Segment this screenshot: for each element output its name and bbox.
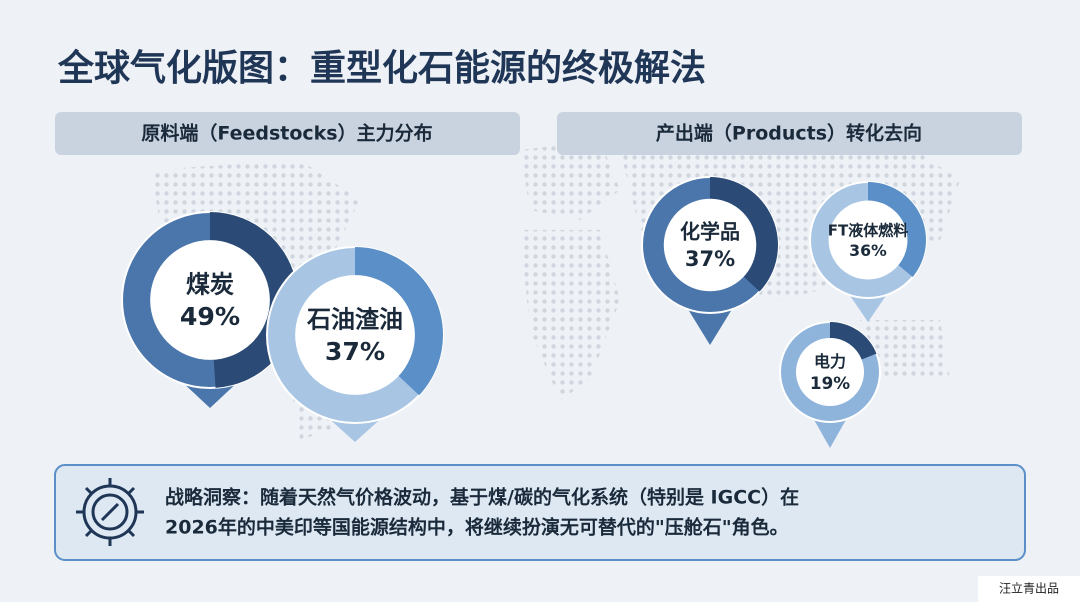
panel-header [557, 112, 1022, 155]
donut-segment [868, 182, 927, 277]
donut-segment [710, 177, 778, 292]
panel-title: 原料端（Feedstocks）主力分布 [141, 122, 432, 145]
insight-box [54, 464, 1026, 561]
compass-gear-icon [76, 478, 144, 546]
insight-text: 战略洞察：随着天然气价格波动，基于煤/碳的气化系统（特别是 IGCC）在 [165, 486, 799, 509]
value-label: 37% [685, 247, 735, 271]
pin-center [663, 198, 757, 292]
value-label: 49% [180, 302, 240, 331]
page-title: 全球气化版图：重型化石能源的终极解法 [57, 47, 706, 89]
pin-shape [686, 306, 734, 345]
value-label: 36% [849, 241, 887, 260]
category-label: FT液体燃料 [828, 222, 908, 240]
footer-box [978, 576, 1080, 602]
pin-center [828, 200, 908, 280]
pin-shape [847, 292, 889, 322]
pin-shape [812, 417, 848, 448]
panel-title: 产出端（Products）转化去向 [656, 122, 922, 145]
pin-center [295, 275, 415, 395]
category-label: 电力 [814, 352, 846, 371]
donut-segment [355, 247, 443, 396]
panel-header [55, 112, 520, 155]
insight-text: 2026年的中美印等国能源结构中，将继续扮演无可替代的"压舱石"角色。 [165, 516, 789, 539]
footer: 汪立青出品 [999, 581, 1059, 596]
pin-center [150, 240, 270, 360]
category-label: 石油渣油 [306, 306, 403, 334]
pin-center [796, 338, 864, 406]
value-label: 37% [325, 337, 385, 366]
category-label: 煤炭 [186, 271, 234, 299]
value-label: 19% [810, 373, 850, 393]
donut-segment [830, 322, 877, 360]
category-label: 化学品 [680, 220, 740, 244]
